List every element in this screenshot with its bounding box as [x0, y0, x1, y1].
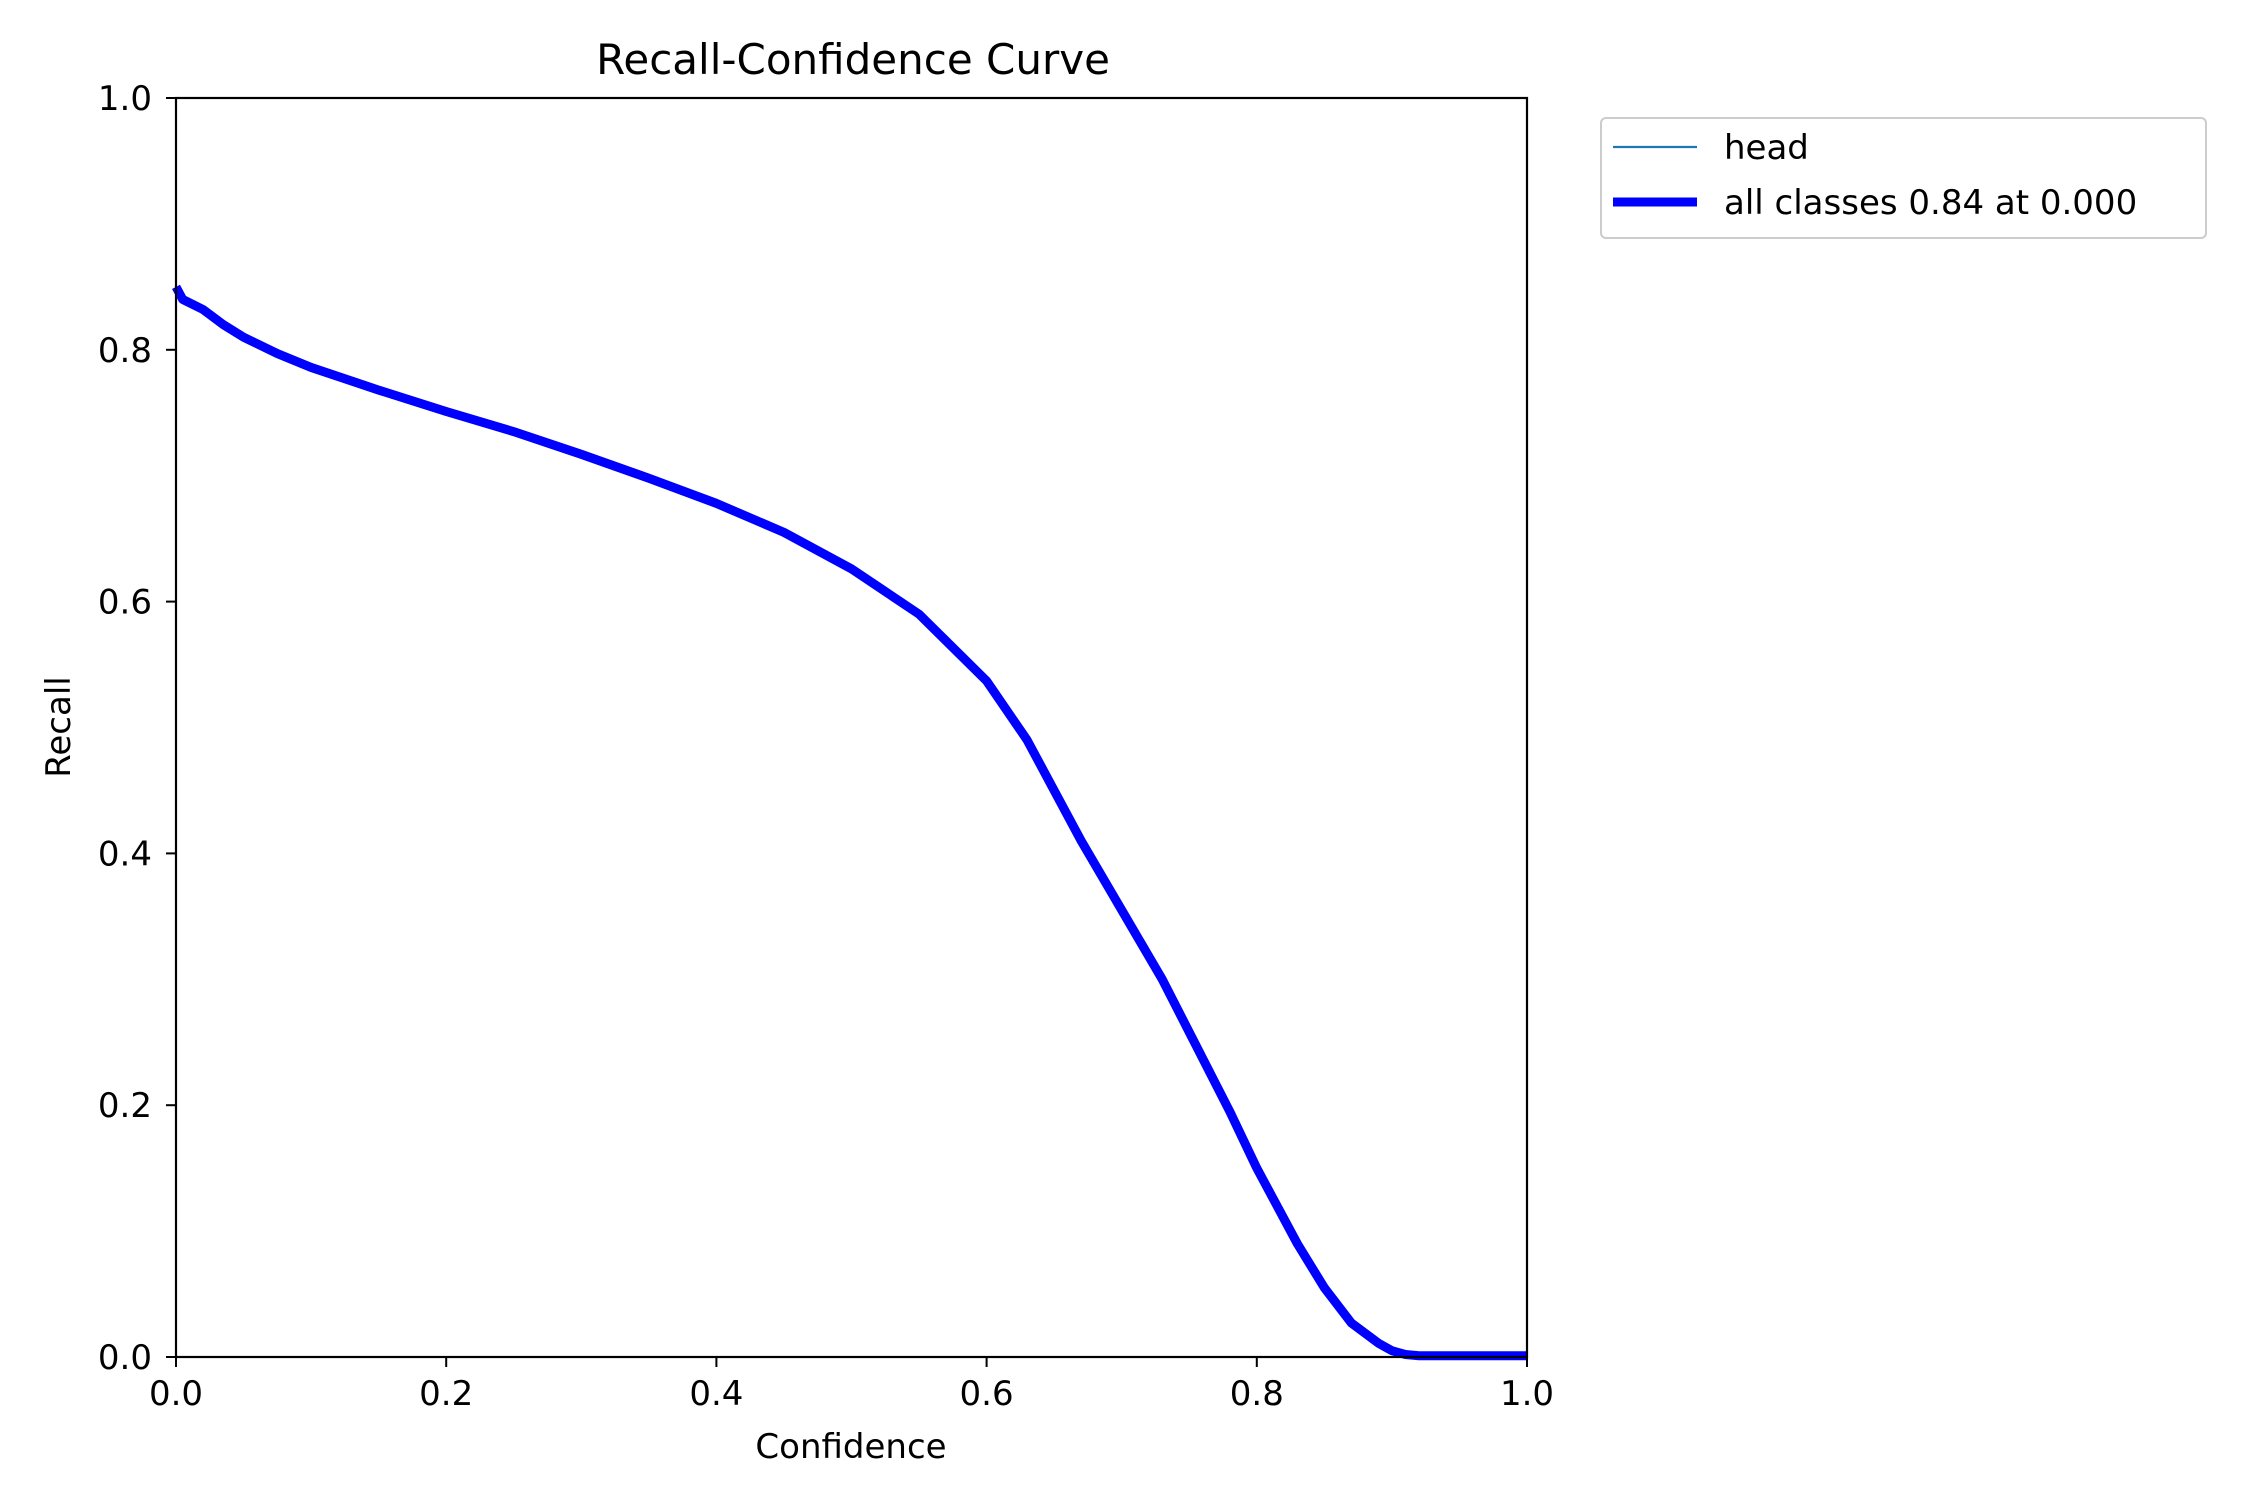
- series-layer: [172, 284, 1527, 1361]
- series-line-all-classes: [172, 284, 1527, 1361]
- legend-frame: [1600, 117, 2207, 239]
- x-tick-label: 0.2: [419, 1374, 473, 1414]
- x-tick-label: 0.8: [1230, 1374, 1284, 1414]
- plot-frame: [174, 96, 1529, 1359]
- y-axis-ticks: 0.0 0.2 0.4 0.6 0.8 1.0: [98, 79, 176, 1378]
- y-tick-label: 0.0: [98, 1338, 152, 1378]
- x-tick-label: 0.4: [689, 1374, 743, 1414]
- chart-title: Recall-Confidence Curve: [596, 35, 1110, 84]
- series-line-head: [175, 286, 1527, 1357]
- x-axis-ticks: 0.0 0.2 0.4 0.6 0.8 1.0: [149, 1357, 1554, 1414]
- y-axis-label: Recall: [39, 676, 79, 777]
- legend: head all classes 0.84 at 0.000: [1600, 117, 2207, 239]
- y-tick-label: 0.8: [98, 331, 152, 371]
- y-tick-label: 0.4: [98, 834, 152, 874]
- y-tick-label: 0.6: [98, 583, 152, 623]
- x-tick-label: 0.6: [960, 1374, 1014, 1414]
- legend-label-all-classes: all classes 0.84 at 0.000: [1724, 183, 2137, 223]
- x-tick-label: 1.0: [1500, 1374, 1554, 1414]
- x-axis-label: Confidence: [755, 1427, 946, 1467]
- x-tick-label: 0.0: [149, 1374, 203, 1414]
- legend-label-head: head: [1724, 128, 1809, 168]
- y-tick-label: 1.0: [98, 79, 152, 119]
- y-tick-label: 0.2: [98, 1086, 152, 1126]
